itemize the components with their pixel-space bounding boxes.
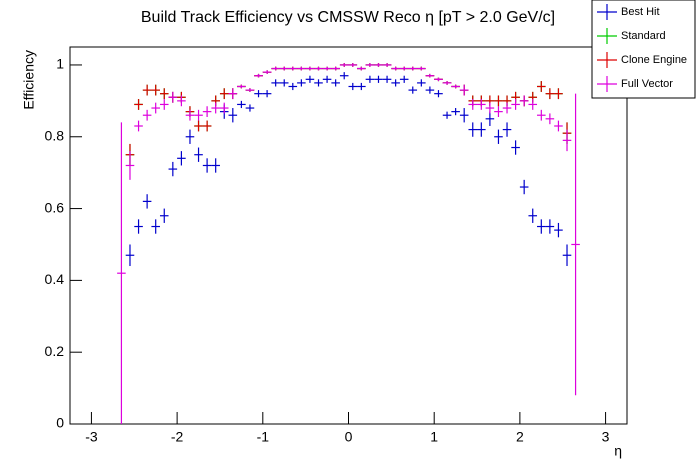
x-tick-label: 0: [345, 429, 353, 445]
y-tick-label: 0.4: [45, 271, 65, 287]
y-tick-label: 1: [56, 56, 64, 72]
y-tick-label: 0.2: [45, 343, 65, 359]
x-tick-label: 2: [516, 429, 524, 445]
x-tick-label: 3: [602, 429, 610, 445]
legend-label: Full Vector: [621, 78, 673, 90]
x-tick-label: -2: [171, 429, 184, 445]
y-tick-label: 0.6: [45, 199, 65, 215]
legend-label: Clone Engine: [621, 54, 687, 66]
x-tick-label: -1: [257, 429, 270, 445]
x-axis-label: η: [614, 443, 622, 459]
legend-label: Best Hit: [621, 6, 660, 18]
x-tick-label: 1: [430, 429, 438, 445]
legend-label: Standard: [621, 30, 666, 42]
y-tick-label: 0.8: [45, 127, 65, 143]
x-tick-label: -3: [85, 429, 98, 445]
chart-title: Build Track Efficiency vs CMSSW Reco η […: [141, 9, 555, 26]
y-tick-label: 0: [56, 415, 64, 431]
legend-box: [591, 0, 696, 99]
y-axis-label: Efficiency: [21, 50, 37, 110]
legend: Best Hit Standard Clone Engine Full Vector: [591, 0, 696, 99]
